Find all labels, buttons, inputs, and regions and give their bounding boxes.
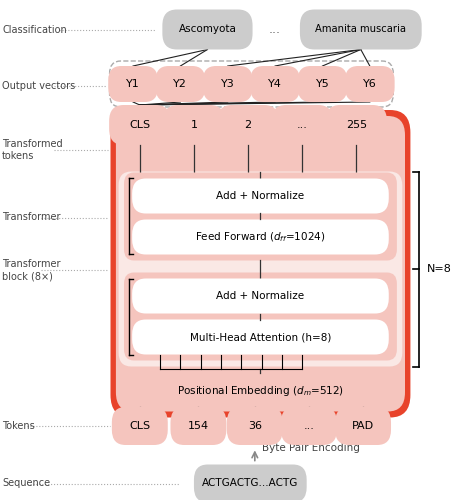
FancyBboxPatch shape	[110, 110, 410, 418]
Text: ACTGACTG...ACTG: ACTGACTG...ACTG	[202, 478, 299, 488]
FancyBboxPatch shape	[194, 464, 307, 500]
Text: PAD: PAD	[352, 421, 374, 431]
FancyBboxPatch shape	[119, 172, 402, 366]
Text: Transformer: Transformer	[2, 212, 61, 222]
FancyBboxPatch shape	[335, 407, 391, 445]
Text: Feed Forward ($d_{ff}$=1024): Feed Forward ($d_{ff}$=1024)	[195, 230, 326, 244]
Text: Multi-Head Attention (h=8): Multi-Head Attention (h=8)	[190, 332, 331, 342]
Text: 36: 36	[248, 421, 262, 431]
Text: N=8: N=8	[427, 264, 451, 274]
Text: ...: ...	[304, 421, 314, 431]
Text: ...: ...	[269, 23, 281, 36]
Text: Y6: Y6	[363, 79, 377, 89]
Text: Transformer
block (8×): Transformer block (8×)	[2, 259, 61, 281]
FancyBboxPatch shape	[326, 105, 387, 145]
FancyBboxPatch shape	[162, 10, 253, 50]
FancyBboxPatch shape	[109, 105, 170, 145]
FancyBboxPatch shape	[132, 220, 389, 254]
Text: 2: 2	[244, 120, 252, 130]
FancyBboxPatch shape	[345, 66, 395, 102]
FancyBboxPatch shape	[300, 10, 422, 50]
Text: Y3: Y3	[221, 79, 235, 89]
Text: 1: 1	[190, 120, 198, 130]
Text: Byte Pair Encoding: Byte Pair Encoding	[262, 443, 359, 453]
FancyBboxPatch shape	[170, 407, 226, 445]
FancyBboxPatch shape	[217, 105, 279, 145]
FancyBboxPatch shape	[132, 178, 389, 214]
Text: Y4: Y4	[268, 79, 282, 89]
Text: Y1: Y1	[126, 79, 140, 89]
FancyBboxPatch shape	[116, 116, 405, 412]
Text: Add + Normalize: Add + Normalize	[216, 291, 304, 301]
Text: Output vectors: Output vectors	[2, 81, 75, 91]
FancyBboxPatch shape	[163, 105, 225, 145]
Text: Positional Embedding ($d_m$=512): Positional Embedding ($d_m$=512)	[177, 384, 345, 398]
Text: 154: 154	[188, 421, 209, 431]
Text: Amanita muscaria: Amanita muscaria	[315, 24, 406, 34]
FancyBboxPatch shape	[108, 66, 158, 102]
FancyBboxPatch shape	[250, 66, 300, 102]
FancyBboxPatch shape	[203, 66, 253, 102]
Text: CLS: CLS	[129, 421, 150, 431]
FancyBboxPatch shape	[156, 66, 205, 102]
FancyBboxPatch shape	[120, 372, 400, 410]
FancyBboxPatch shape	[298, 66, 347, 102]
Text: Tokens: Tokens	[2, 421, 35, 431]
Text: Ascomyota: Ascomyota	[179, 24, 236, 34]
Text: Sequence: Sequence	[2, 478, 51, 488]
Text: Add + Normalize: Add + Normalize	[216, 191, 304, 201]
FancyBboxPatch shape	[227, 407, 283, 445]
FancyBboxPatch shape	[132, 278, 389, 314]
Text: ...: ...	[297, 120, 308, 130]
Text: Y5: Y5	[316, 79, 329, 89]
FancyBboxPatch shape	[281, 407, 337, 445]
FancyBboxPatch shape	[124, 272, 397, 360]
Text: Classification: Classification	[2, 25, 67, 35]
Text: 255: 255	[346, 120, 367, 130]
FancyBboxPatch shape	[132, 320, 389, 354]
Text: Transformed
tokens: Transformed tokens	[2, 139, 63, 161]
FancyBboxPatch shape	[272, 105, 333, 145]
Text: Y2: Y2	[174, 79, 187, 89]
FancyBboxPatch shape	[112, 407, 168, 445]
FancyBboxPatch shape	[124, 172, 397, 260]
Text: CLS: CLS	[129, 120, 150, 130]
